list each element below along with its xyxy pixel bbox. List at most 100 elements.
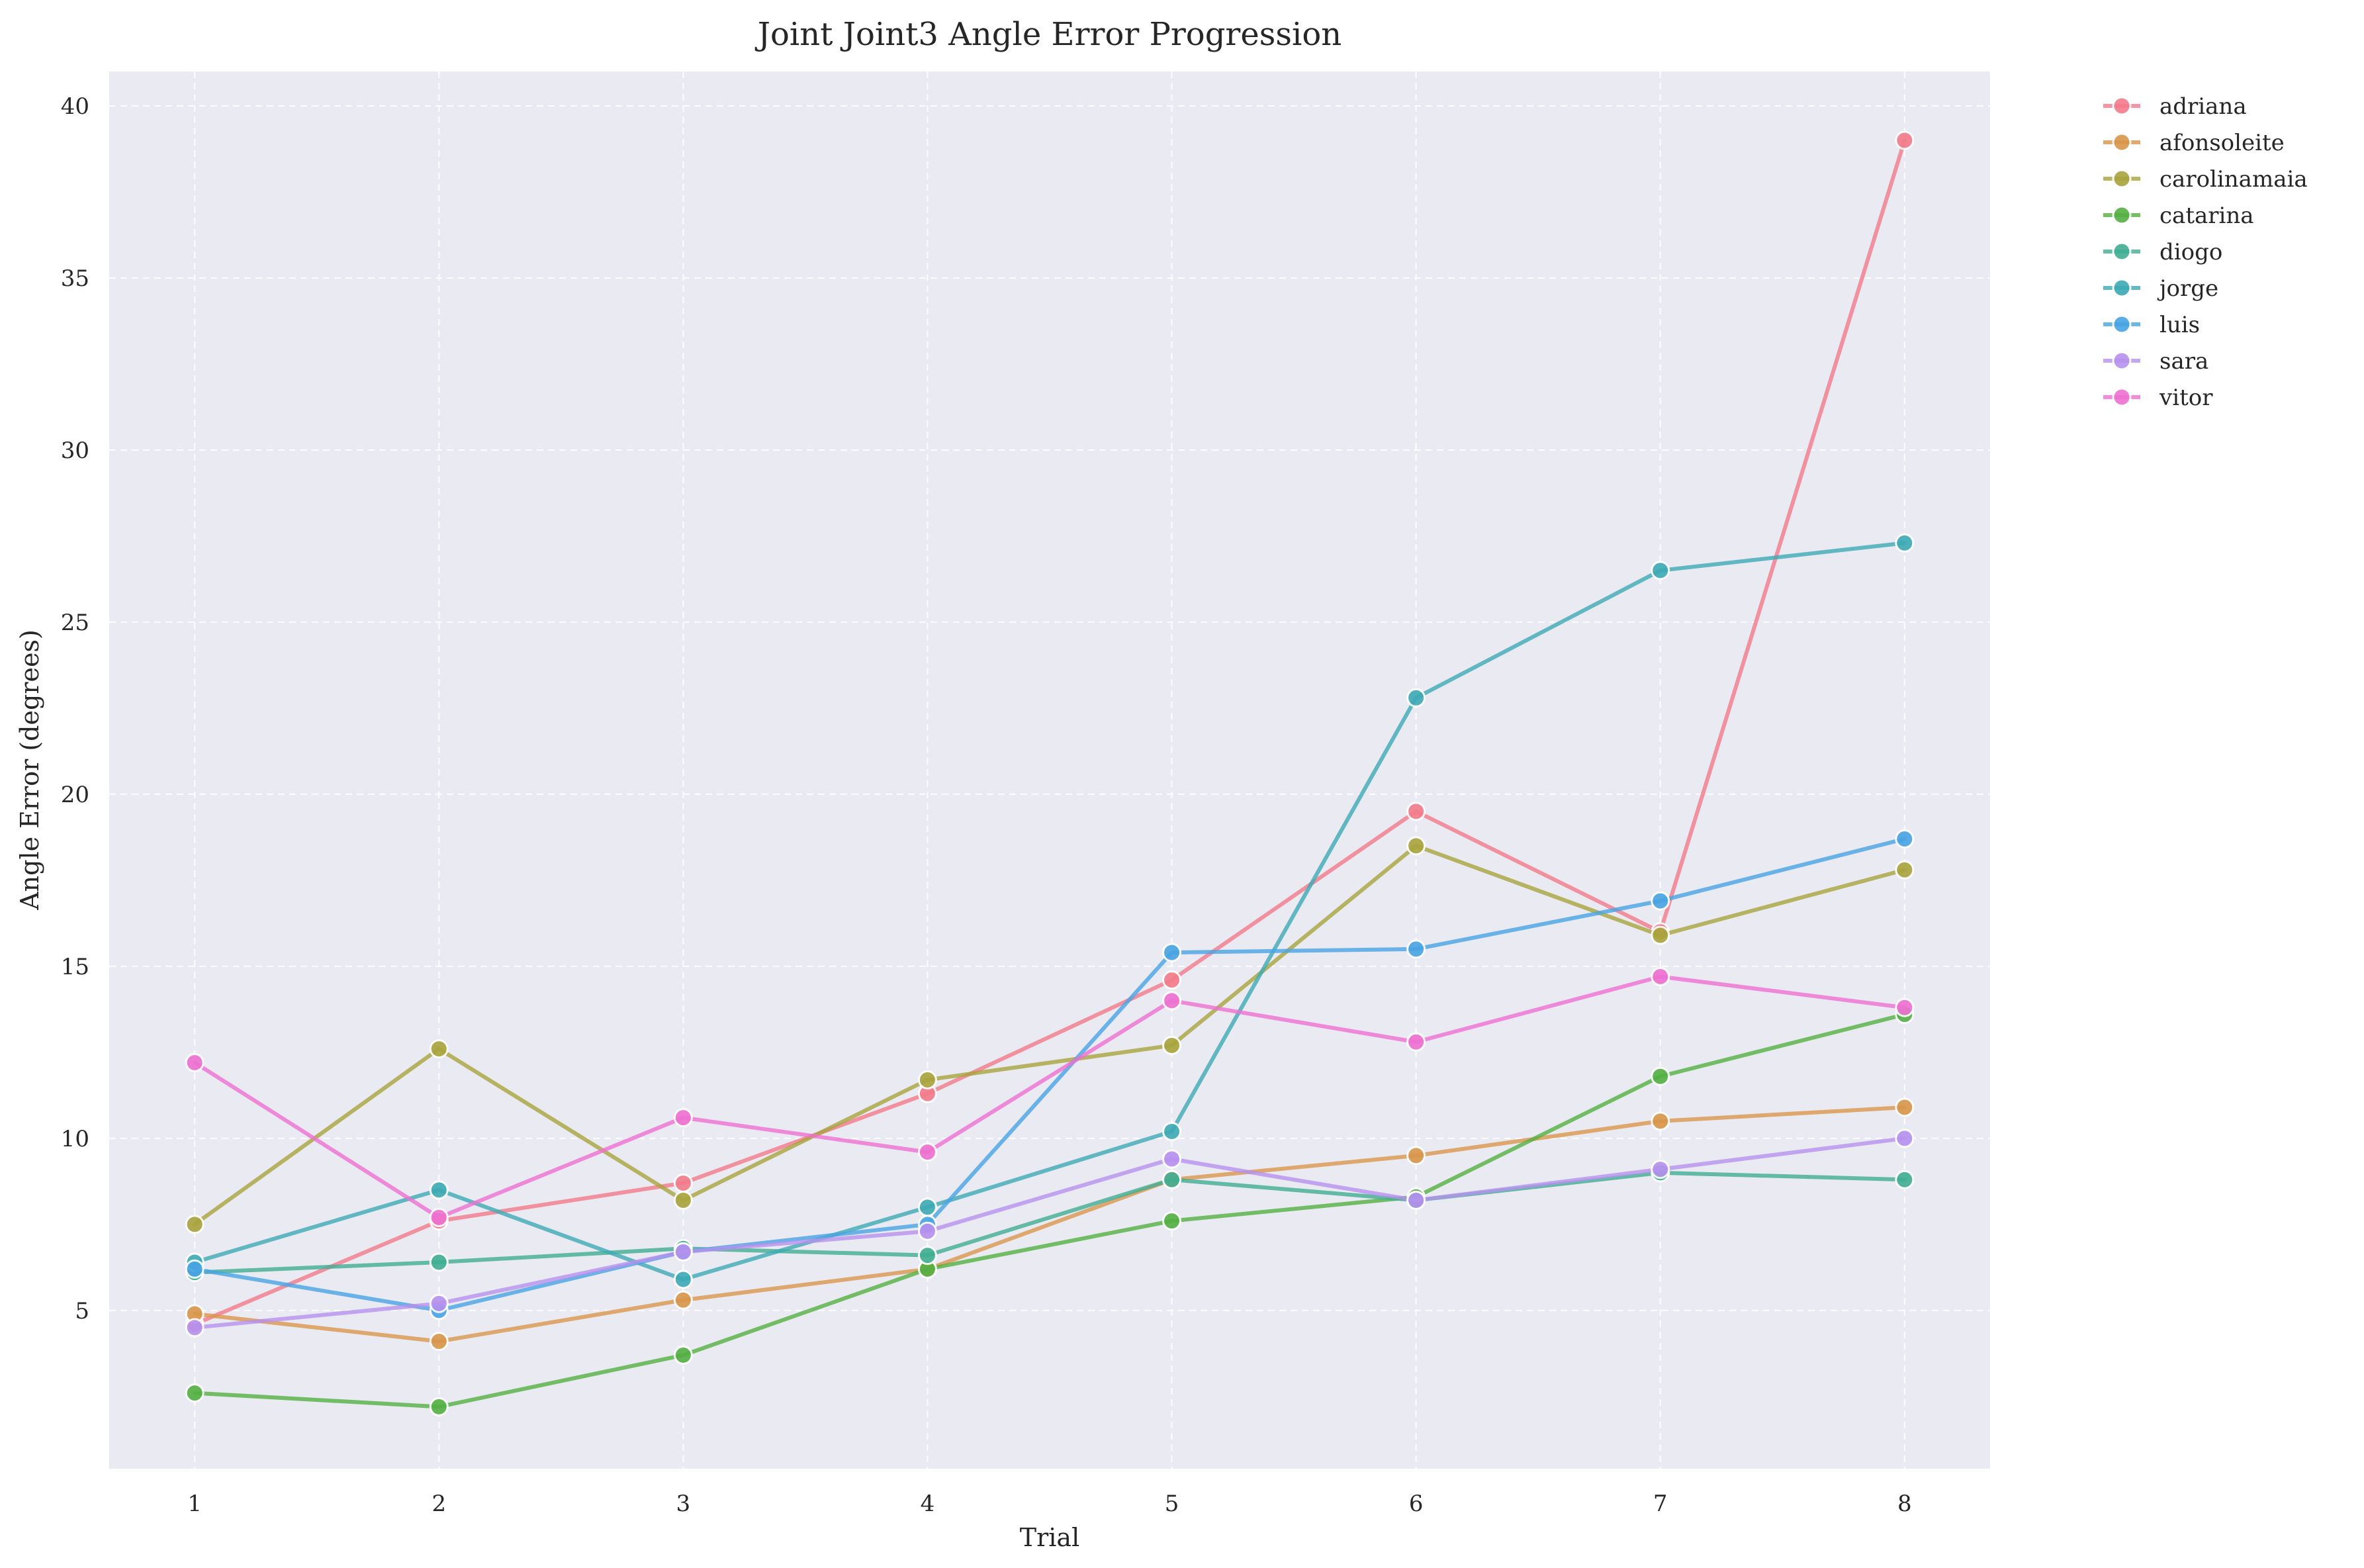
x-tick-label: 8 <box>1897 1491 1912 1517</box>
x-tick-label: 4 <box>921 1491 935 1517</box>
data-point-jorge <box>1406 688 1426 708</box>
data-point-vitor <box>185 1052 205 1072</box>
legend-label: diogo <box>2159 239 2222 265</box>
data-point-jorge <box>1651 561 1670 580</box>
legend-swatch-marker <box>2112 351 2132 371</box>
data-point-afonsoleite <box>1895 1097 1915 1117</box>
data-point-sara <box>917 1221 937 1241</box>
data-point-catarina <box>1651 1066 1670 1086</box>
series-line-carolinamaia <box>193 843 1907 1226</box>
data-point-afonsoleite <box>673 1290 693 1310</box>
data-point-jorge <box>429 1180 449 1200</box>
y-tick-label: 15 <box>61 954 89 980</box>
data-point-sara <box>1162 1149 1182 1169</box>
data-point-adriana <box>1162 970 1182 990</box>
y-tick-label: 25 <box>61 610 89 636</box>
series-adriana <box>185 130 1915 1334</box>
data-point-luis <box>1651 891 1670 911</box>
data-point-vitor <box>917 1142 937 1162</box>
data-point-luis <box>1895 829 1915 849</box>
data-point-adriana <box>1406 802 1426 821</box>
legend-entry-sara: sara <box>2103 348 2208 375</box>
legend-label: luis <box>2159 312 2200 338</box>
series-lines <box>185 130 1915 1416</box>
tick-labels: 1 2 3 4 5 6 7 8 5 10 15 20 25 30 35 40 <box>61 93 1912 1517</box>
data-point-carolinamaia <box>185 1215 205 1234</box>
data-point-afonsoleite <box>1406 1146 1426 1166</box>
x-tick-label: 6 <box>1409 1491 1424 1517</box>
x-tick-label: 7 <box>1653 1491 1668 1517</box>
legend-label: afonsoleite <box>2159 130 2285 156</box>
data-point-carolinamaia <box>917 1070 937 1089</box>
series-line-jorge <box>193 541 1907 1282</box>
legend-entry-jorge: jorge <box>2103 275 2218 302</box>
data-point-catarina <box>429 1397 449 1416</box>
data-point-sara <box>1406 1190 1426 1210</box>
legend-swatch-marker <box>2112 314 2132 334</box>
y-tick-label: 40 <box>61 93 89 120</box>
legend-swatch-marker <box>2112 278 2132 298</box>
data-point-jorge <box>673 1269 693 1289</box>
y-tick-label: 35 <box>61 265 89 292</box>
series-line-sara <box>193 1136 1907 1330</box>
data-point-luis <box>1162 943 1182 962</box>
data-point-diogo <box>1162 1170 1182 1189</box>
legend-entry-carolinamaia: carolinamaia <box>2103 166 2308 193</box>
data-point-catarina <box>185 1383 205 1403</box>
series-line-afonsoleite <box>193 1105 1907 1344</box>
y-tick-label: 5 <box>75 1298 89 1324</box>
legend-swatch-marker <box>2112 387 2132 407</box>
data-point-carolinamaia <box>673 1190 693 1210</box>
x-axis-label: Trial <box>1020 1523 1079 1552</box>
legend-entry-afonsoleite: afonsoleite <box>2103 130 2285 156</box>
data-point-carolinamaia <box>1162 1035 1182 1055</box>
data-point-sara <box>185 1318 205 1338</box>
data-point-carolinamaia <box>1895 860 1915 880</box>
x-tick-label: 3 <box>676 1491 691 1517</box>
y-tick-label: 20 <box>61 782 89 808</box>
legend-swatch-marker <box>2112 169 2132 189</box>
series-line-adriana <box>193 138 1907 1326</box>
legend-entry-luis: luis <box>2103 312 2200 338</box>
legend-label: vitor <box>2159 385 2213 411</box>
data-point-jorge <box>1895 533 1915 553</box>
data-point-sara <box>429 1293 449 1313</box>
data-point-diogo <box>429 1252 449 1272</box>
data-point-sara <box>1651 1160 1670 1179</box>
legend: adriana afonsoleite carolinamaia catarina di… <box>2103 93 2308 411</box>
data-point-jorge <box>1162 1121 1182 1141</box>
data-point-vitor <box>429 1207 449 1227</box>
legend-swatch-marker <box>2112 242 2132 261</box>
data-point-afonsoleite <box>429 1332 449 1352</box>
data-point-sara <box>673 1242 693 1262</box>
data-point-carolinamaia <box>1406 836 1426 856</box>
y-tick-label: 30 <box>61 438 89 464</box>
data-point-vitor <box>1651 966 1670 986</box>
legend-entry-catarina: catarina <box>2103 203 2254 229</box>
data-point-luis <box>1406 939 1426 959</box>
data-point-afonsoleite <box>1651 1111 1670 1131</box>
legend-swatch-marker <box>2112 96 2132 116</box>
data-point-adriana <box>1895 130 1915 150</box>
data-point-catarina <box>673 1345 693 1365</box>
series-carolinamaia <box>185 836 1915 1234</box>
legend-label: carolinamaia <box>2159 166 2308 193</box>
series-vitor <box>185 966 1915 1227</box>
data-point-carolinamaia <box>429 1039 449 1059</box>
legend-entry-diogo: diogo <box>2103 239 2222 265</box>
series-sara <box>185 1129 1915 1338</box>
data-point-vitor <box>673 1108 693 1128</box>
y-tick-label: 10 <box>61 1126 89 1152</box>
x-tick-label: 1 <box>187 1491 202 1517</box>
series-catarina <box>185 1005 1915 1416</box>
legend-entry-adriana: adriana <box>2103 93 2247 120</box>
data-point-sara <box>1895 1129 1915 1148</box>
legend-swatch-marker <box>2112 205 2132 225</box>
series-line-catarina <box>193 1012 1907 1409</box>
data-point-diogo <box>1895 1170 1915 1189</box>
data-point-vitor <box>1162 991 1182 1011</box>
data-point-carolinamaia <box>1651 925 1670 945</box>
x-tick-label: 5 <box>1165 1491 1179 1517</box>
data-point-vitor <box>1895 997 1915 1017</box>
